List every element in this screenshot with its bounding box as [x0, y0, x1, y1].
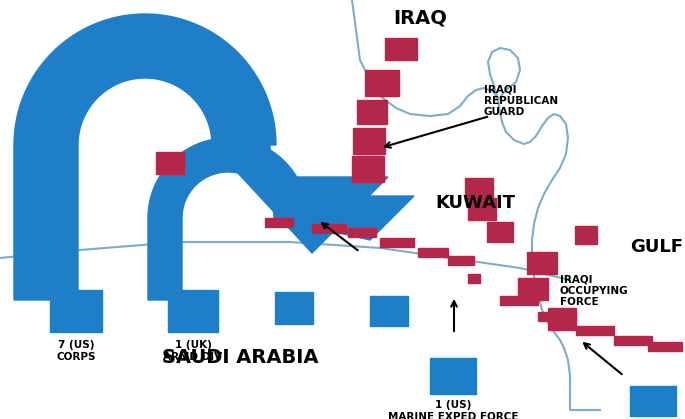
- Text: KUWAIT: KUWAIT: [435, 194, 515, 212]
- Bar: [418, 248, 448, 257]
- Bar: [630, 386, 676, 416]
- Text: SAUDI ARABIA: SAUDI ARABIA: [162, 348, 319, 367]
- Bar: [538, 312, 576, 321]
- Text: 7 (US)
CORPS: 7 (US) CORPS: [56, 340, 96, 362]
- Bar: [468, 274, 480, 283]
- Bar: [156, 152, 184, 174]
- Bar: [548, 308, 576, 330]
- Bar: [365, 70, 399, 96]
- Bar: [468, 198, 496, 220]
- Text: 1 (UK)
ARMD DIV: 1 (UK) ARMD DIV: [164, 340, 223, 362]
- Bar: [348, 228, 376, 237]
- Bar: [50, 290, 102, 332]
- Bar: [275, 292, 313, 324]
- Bar: [168, 290, 218, 332]
- Polygon shape: [148, 138, 414, 300]
- Polygon shape: [14, 14, 388, 300]
- Bar: [352, 156, 384, 182]
- Bar: [465, 178, 493, 200]
- Bar: [500, 296, 538, 305]
- Bar: [385, 38, 417, 60]
- Text: GULF: GULF: [630, 238, 683, 256]
- Text: IRAQ: IRAQ: [393, 8, 447, 27]
- Bar: [448, 256, 474, 265]
- Bar: [312, 224, 346, 233]
- Bar: [576, 326, 614, 335]
- Bar: [527, 252, 557, 274]
- Text: 1 (US)
MARINE EXPED FORCE: 1 (US) MARINE EXPED FORCE: [388, 400, 519, 419]
- Bar: [370, 296, 408, 326]
- Bar: [518, 278, 548, 300]
- Text: IRAQI
REPUBLICAN
GUARD: IRAQI REPUBLICAN GUARD: [484, 84, 558, 117]
- Bar: [614, 336, 652, 345]
- Bar: [357, 100, 387, 124]
- Bar: [353, 128, 385, 154]
- Bar: [265, 218, 293, 227]
- Bar: [575, 226, 597, 244]
- Bar: [430, 358, 476, 394]
- Text: IRAQI
OCCUPYING
FORCE: IRAQI OCCUPYING FORCE: [560, 274, 629, 307]
- Bar: [487, 222, 513, 242]
- Bar: [380, 238, 414, 247]
- Bar: [648, 342, 682, 351]
